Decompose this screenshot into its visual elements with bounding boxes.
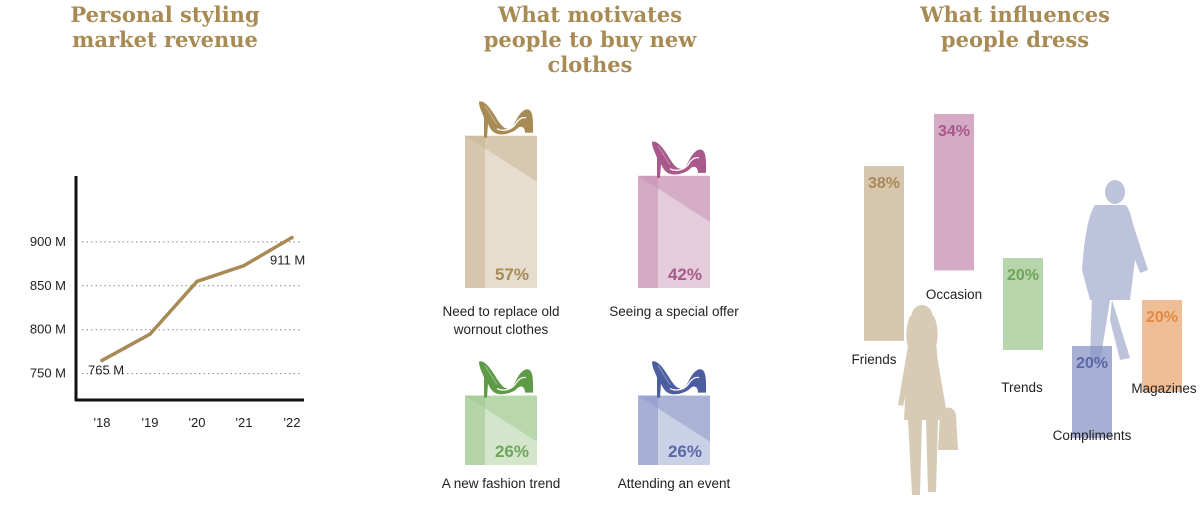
- motivation-bar-shade: [465, 135, 485, 288]
- woman-figure-icon: [898, 305, 958, 495]
- annotation-start: 765 M: [88, 362, 124, 377]
- y-tick-label: 850 M: [30, 278, 66, 293]
- influence-bar-group: 20%: [1072, 346, 1112, 438]
- influence-bar-group: 38%: [864, 166, 904, 341]
- motivation-panel: What motivates people to buy new clothes…: [400, 0, 780, 508]
- influence-category-label: Compliments: [1053, 428, 1132, 443]
- data-point: [195, 279, 199, 284]
- motivation-value-label: 26%: [668, 442, 702, 461]
- motivation-category-label: Seeing a special offer: [609, 304, 739, 319]
- x-tick-label: '20: [189, 415, 206, 430]
- motivation-bar-shade: [465, 395, 485, 465]
- influence-value-label: 20%: [1076, 355, 1108, 372]
- revenue-panel: Personal styling market revenue 750 M 800…: [0, 0, 330, 508]
- influence-chart: 38% Friends 34% Occasion 20% Trends 20% Complim…: [851, 114, 1197, 495]
- influence-bar: [934, 114, 974, 271]
- annotation-end: 911 M: [270, 252, 305, 267]
- revenue-line: [101, 235, 293, 363]
- motivation-category-label: Need to replace old: [442, 304, 559, 319]
- motivation-title: What motivates people to buy new clothes: [483, 2, 697, 77]
- influence-bar-group: 20%: [1003, 258, 1043, 350]
- motivation-value-label: 26%: [495, 442, 529, 461]
- influence-value-label: 34%: [938, 123, 970, 140]
- y-tick-label: 800 M: [30, 322, 66, 337]
- influence-bar-group: 20%: [1142, 300, 1182, 392]
- motivation-bar-facet: [465, 135, 537, 182]
- motivation-bar-facet: [638, 395, 710, 442]
- influence-value-label: 38%: [868, 175, 900, 192]
- influence-category-label: Occasion: [926, 287, 982, 302]
- influence-category-label: Friends: [851, 352, 896, 367]
- motivation-category-label: Attending an event: [618, 476, 731, 491]
- man-figure-icon: [1082, 180, 1148, 362]
- high-heel-shoe-icon: [652, 361, 706, 398]
- motivation-bar-facet: [465, 395, 537, 442]
- motivation-bar-group: 42%: [638, 175, 710, 288]
- influence-category-label: Trends: [1001, 380, 1043, 395]
- x-tick-label: '18: [94, 415, 111, 430]
- motivation-bar-group: 26%: [638, 395, 710, 465]
- motivation-chart: 57% Need to replace old wornout clothes 42%…: [442, 101, 739, 491]
- y-tick-label: 750 M: [30, 366, 66, 381]
- revenue-title: Personal styling market revenue: [70, 2, 260, 52]
- revenue-line-chart: 750 M 800 M 850 M 900 M '18 '19 '20 '21 '22 765 M…: [30, 176, 305, 430]
- y-tick-label: 900 M: [30, 234, 66, 249]
- influence-bar: [1142, 300, 1182, 392]
- influence-bar: [1003, 258, 1043, 350]
- motivation-value-label: 57%: [495, 265, 529, 284]
- motivation-value-label: 42%: [668, 265, 702, 284]
- data-point: [148, 332, 152, 336]
- motivation-bar-facet: [638, 175, 710, 222]
- influence-bar: [864, 166, 904, 341]
- data-point: [242, 263, 246, 268]
- x-tick-label: '19: [142, 415, 159, 430]
- motivation-category-label: A new fashion trend: [442, 476, 561, 491]
- influence-value-label: 20%: [1146, 309, 1178, 326]
- motivation-bar-group: 26%: [465, 395, 537, 465]
- influence-bar-group: 34%: [934, 114, 974, 271]
- motivation-category-label: wornout clothes: [453, 322, 549, 337]
- x-tick-label: '21: [236, 415, 253, 430]
- influence-bar: [1072, 346, 1112, 438]
- influence-panel: What influences people dress 38% Friends 3…: [830, 0, 1200, 508]
- influence-category-label: Magazines: [1131, 381, 1197, 396]
- motivation-bar-shade: [638, 175, 658, 288]
- influence-title: What influences people dress: [920, 2, 1110, 52]
- x-tick-label: '22: [284, 415, 301, 430]
- high-heel-shoe-icon: [479, 101, 533, 138]
- high-heel-shoe-icon: [652, 141, 706, 178]
- data-point: [290, 235, 294, 240]
- influence-value-label: 20%: [1007, 267, 1039, 284]
- motivation-bar-group: 57%: [465, 135, 537, 288]
- data-point: [100, 358, 104, 363]
- motivation-bar-shade: [638, 395, 658, 465]
- high-heel-shoe-icon: [479, 361, 533, 398]
